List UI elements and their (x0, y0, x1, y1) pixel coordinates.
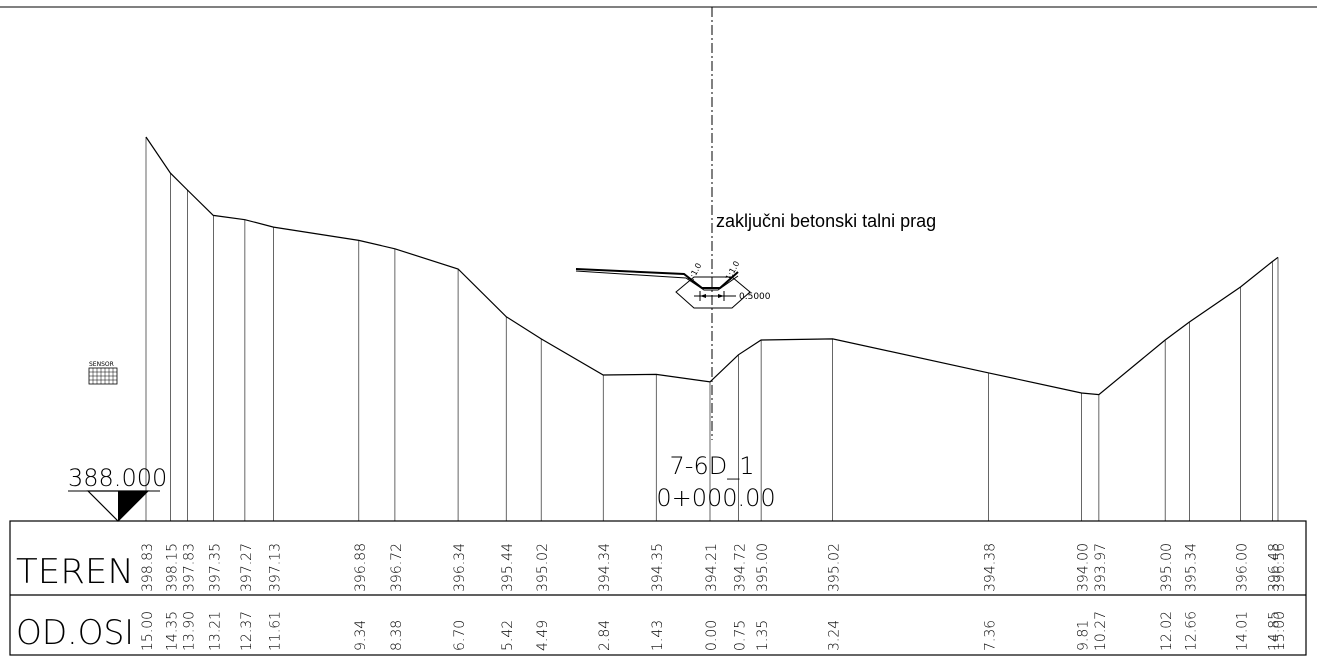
dimension-label: 0.5000 (739, 292, 771, 302)
slope-label-left: 1:1.0 (686, 262, 704, 284)
offset-value: 0.00 (704, 620, 720, 651)
offset-value: 15.00 (1272, 611, 1288, 651)
elevation-value: 395.00 (1159, 543, 1175, 592)
row-label-od-osi: OD.OSI (16, 613, 134, 653)
elevation-value: 394.38 (983, 543, 999, 592)
offset-value: 6.70 (452, 620, 468, 651)
offset-value: 13.90 (181, 611, 197, 651)
elevation-value: 398.15 (164, 543, 180, 592)
offset-value: 15.00 (140, 611, 156, 651)
elevation-value: 395.44 (500, 543, 516, 592)
elevation-value: 394.35 (650, 543, 666, 592)
data-table (9, 520, 1307, 656)
offset-value: 1.35 (755, 620, 771, 651)
elevation-value: 397.83 (181, 543, 197, 592)
offset-value: 12.02 (1159, 611, 1175, 651)
elevation-value: 395.00 (755, 543, 771, 592)
offset-value: 2.84 (597, 620, 613, 651)
elevation-value: 394.34 (597, 543, 613, 592)
offset-value: 12.66 (1183, 611, 1199, 651)
elevation-value: 397.13 (268, 543, 284, 592)
elevation-value: 397.35 (207, 543, 223, 592)
station-label: 0+000.00 (656, 484, 775, 512)
elevation-value: 394.00 (1076, 543, 1092, 592)
datum-elevation: 388.000 (68, 464, 167, 492)
offset-value: 8.38 (389, 620, 405, 651)
offset-value: 14.01 (1235, 611, 1251, 651)
elevation-value: 396.48 (1266, 543, 1282, 592)
elevation-value: 396.00 (1235, 543, 1251, 592)
offset-value: 11.61 (268, 611, 284, 651)
offset-value: 14.85 (1266, 611, 1282, 651)
offset-value: 1.43 (650, 620, 666, 651)
offset-value: 5.42 (500, 620, 516, 651)
terrain-profile (145, 136, 1279, 396)
elevation-value: 396.34 (452, 543, 468, 592)
sensor-block: SENSOR (88, 361, 118, 385)
slope-label-right: 1:1.0 (724, 260, 742, 282)
elevation-value: 396.88 (353, 543, 369, 592)
section-name: 7-6D_1 (670, 452, 755, 480)
sensor-label: SENSOR (89, 361, 114, 368)
offset-value: 12.37 (239, 611, 255, 651)
concrete-sill (575, 268, 751, 309)
offset-value: 9.34 (353, 620, 369, 651)
offset-value: 14.35 (164, 611, 180, 651)
offset-value: 10.27 (1093, 611, 1109, 651)
row-label-teren: TEREN (16, 552, 134, 592)
drop-lines (145, 137, 1279, 521)
elevation-value: 395.34 (1183, 543, 1199, 592)
elevation-value: 395.02 (535, 543, 551, 592)
elevation-value: 395.02 (827, 543, 843, 592)
offset-value: 4.49 (535, 620, 551, 651)
elevation-value: 396.72 (389, 543, 405, 592)
elevation-value: 394.72 (732, 543, 748, 592)
elevation-value: 396.56 (1272, 543, 1288, 592)
structure-annotation: zaključni betonski talni prag (716, 211, 936, 231)
elevation-value: 398.83 (140, 543, 156, 592)
offset-value: 13.21 (207, 611, 223, 651)
elevation-value: 394.21 (704, 543, 720, 592)
offset-value: 0.75 (732, 620, 748, 651)
elevation-value: 393.97 (1093, 543, 1109, 592)
offset-value: 7.36 (983, 620, 999, 651)
offset-value: 3.24 (827, 620, 843, 651)
value-labels: 398.83 15.00 398.15 14.35 397.83 13.90 397.35 1… (140, 543, 1288, 651)
offset-value: 9.81 (1076, 620, 1092, 651)
elevation-value: 397.27 (239, 543, 255, 592)
